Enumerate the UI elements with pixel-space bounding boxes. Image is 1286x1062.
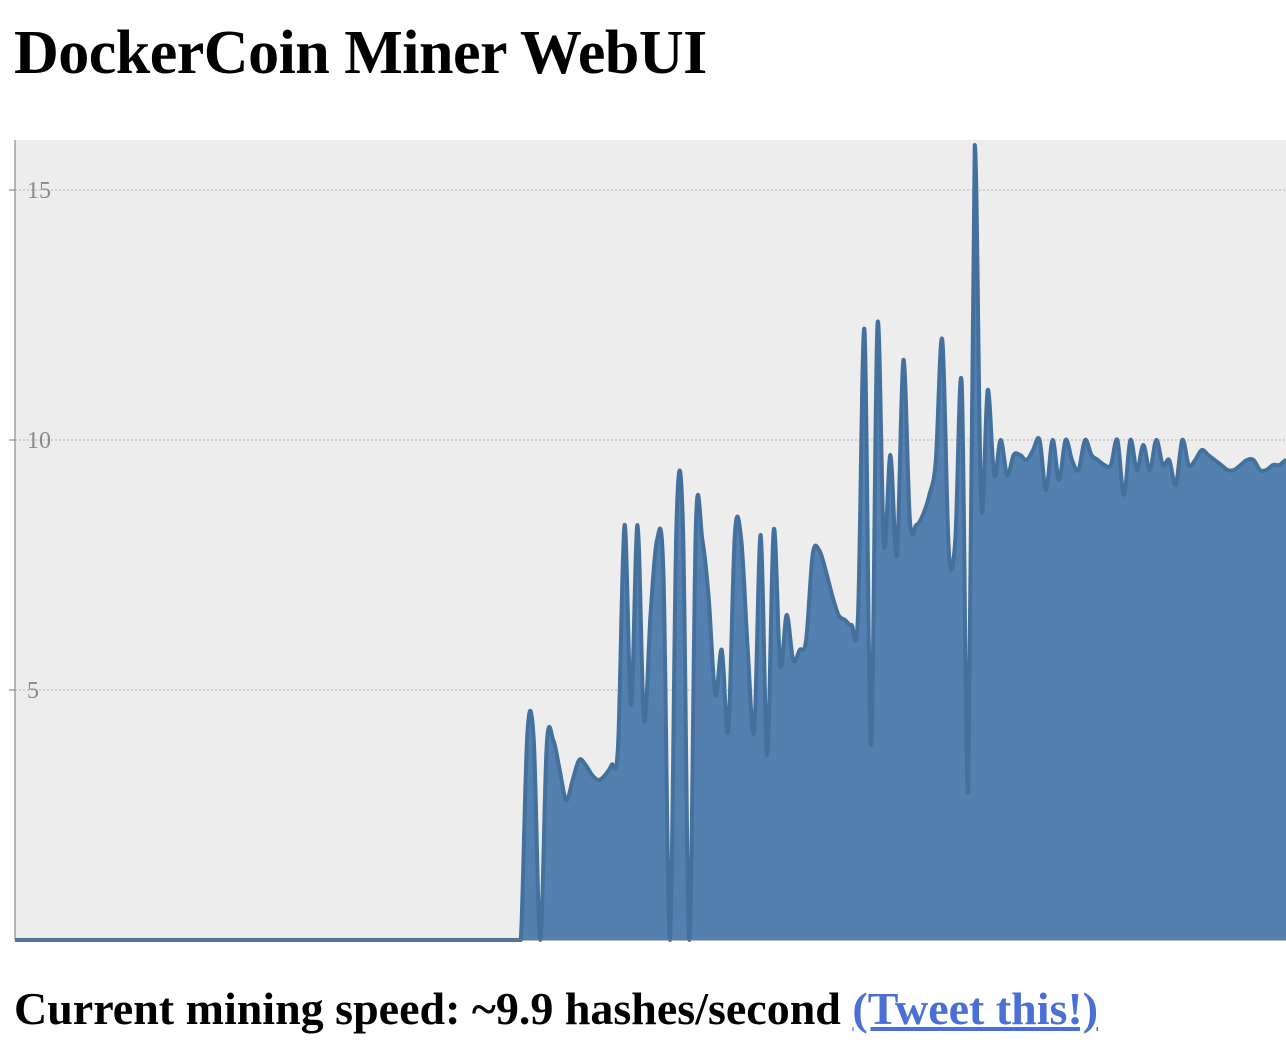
tweet-this-link[interactable]: (Tweet this!) [852,983,1099,1034]
hash-rate-area [15,144,1286,941]
y-axis-ticks: 5 10 15 [9,178,51,704]
speed-prefix: Current mining speed: ~ [14,983,496,1034]
mining-speed-status: Current mining speed: ~9.9 hashes/second… [14,986,1098,1032]
hash-rate-chart: 5 10 15 [0,140,1286,943]
y-tick-label-10: 10 [27,428,51,454]
y-tick-label-15: 15 [27,178,51,204]
speed-value: 9.9 [495,983,554,1034]
speed-suffix: hashes/second [553,983,841,1034]
hash-rate-area-chart: 5 10 15 [9,140,1286,942]
y-tick-label-5: 5 [27,678,39,704]
page-title: DockerCoin Miner WebUI [14,19,707,87]
